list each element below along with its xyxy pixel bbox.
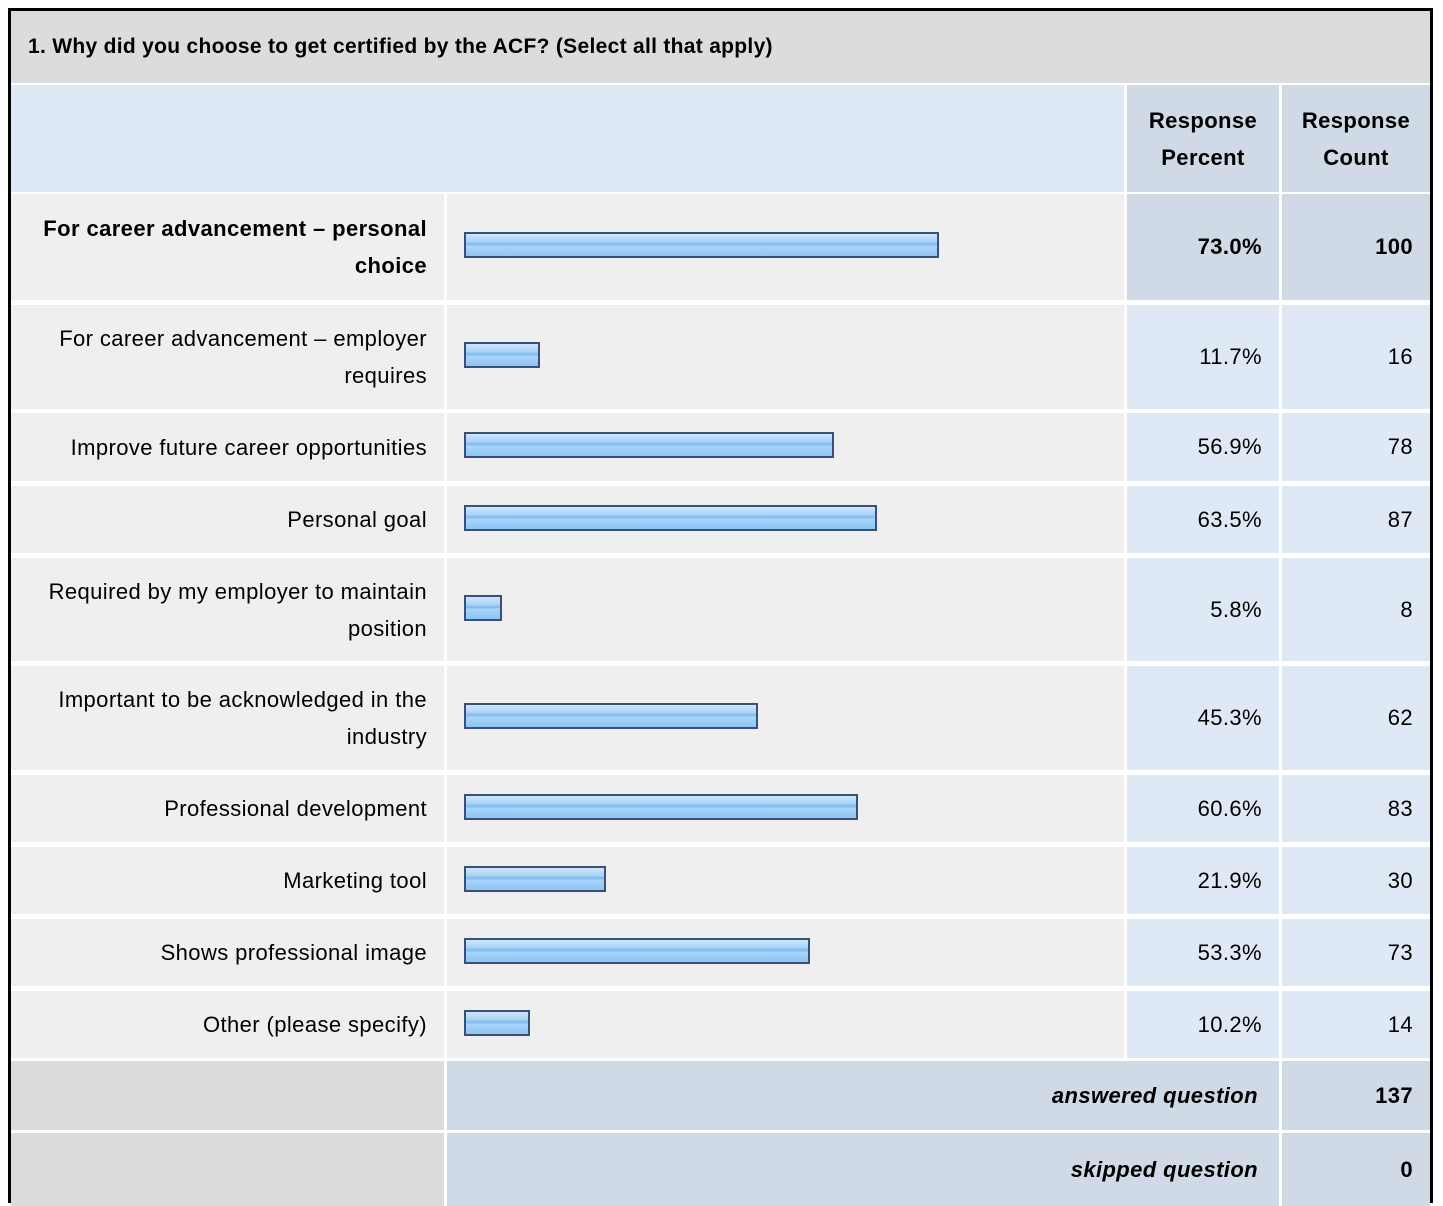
answer-label: Shows professional image [11, 919, 444, 986]
question-title: 1. Why did you choose to get certified b… [11, 11, 1430, 83]
response-bar [464, 595, 502, 621]
bar-cell [447, 775, 1124, 842]
response-bar [464, 866, 606, 892]
answer-label: Other (please specify) [11, 991, 444, 1058]
response-percent: 21.9% [1127, 847, 1279, 914]
header-response-percent: Response Percent [1127, 85, 1279, 192]
footer-blank-cell [11, 1061, 444, 1130]
answer-label: Professional development [11, 775, 444, 842]
header-blank-cell [11, 85, 1124, 192]
response-count: 16 [1282, 305, 1430, 409]
response-percent: 11.7% [1127, 305, 1279, 409]
response-percent: 45.3% [1127, 666, 1279, 770]
answer-label: Marketing tool [11, 847, 444, 914]
answer-label: For career advancement – personal choice [11, 194, 444, 300]
response-bar [464, 703, 758, 729]
header-response-count: Response Count [1282, 85, 1430, 192]
bar-cell [447, 194, 1124, 300]
response-bar [464, 794, 858, 820]
bar-cell [447, 413, 1124, 481]
response-count: 14 [1282, 991, 1430, 1058]
response-bar [464, 505, 877, 531]
bar-cell [447, 666, 1124, 770]
response-bar [464, 342, 540, 368]
response-bar [464, 1010, 530, 1036]
bar-cell [447, 486, 1124, 553]
response-percent: 53.3% [1127, 919, 1279, 986]
response-count: 62 [1282, 666, 1430, 770]
response-count: 30 [1282, 847, 1430, 914]
skipped-question-count: 0 [1282, 1133, 1430, 1206]
response-percent: 73.0% [1127, 194, 1279, 300]
bar-cell [447, 558, 1124, 661]
response-percent: 5.8% [1127, 558, 1279, 661]
response-percent: 10.2% [1127, 991, 1279, 1058]
answer-label: Improve future career opportunities [11, 413, 444, 481]
bar-cell [447, 919, 1124, 986]
answered-question-count: 137 [1282, 1061, 1430, 1130]
response-bar [464, 232, 939, 258]
bar-cell [447, 305, 1124, 409]
response-percent: 56.9% [1127, 413, 1279, 481]
footer-blank-cell [11, 1133, 444, 1206]
survey-question-panel: 1. Why did you choose to get certified b… [8, 8, 1433, 1206]
response-count: 73 [1282, 919, 1430, 986]
answer-label: Required by my employer to maintain posi… [11, 558, 444, 661]
response-count: 8 [1282, 558, 1430, 661]
skipped-question-label: skipped question [447, 1133, 1279, 1206]
response-percent: 63.5% [1127, 486, 1279, 553]
response-bar [464, 432, 834, 458]
response-count: 78 [1282, 413, 1430, 481]
response-count: 100 [1282, 194, 1430, 300]
bar-cell [447, 847, 1124, 914]
answer-label: Important to be acknowledged in the indu… [11, 666, 444, 770]
answer-label: For career advancement – employer requir… [11, 305, 444, 409]
answer-label: Personal goal [11, 486, 444, 553]
response-percent: 60.6% [1127, 775, 1279, 842]
bar-cell [447, 991, 1124, 1058]
response-bar [464, 938, 810, 964]
response-count: 87 [1282, 486, 1430, 553]
answered-question-label: answered question [447, 1061, 1279, 1130]
response-count: 83 [1282, 775, 1430, 842]
